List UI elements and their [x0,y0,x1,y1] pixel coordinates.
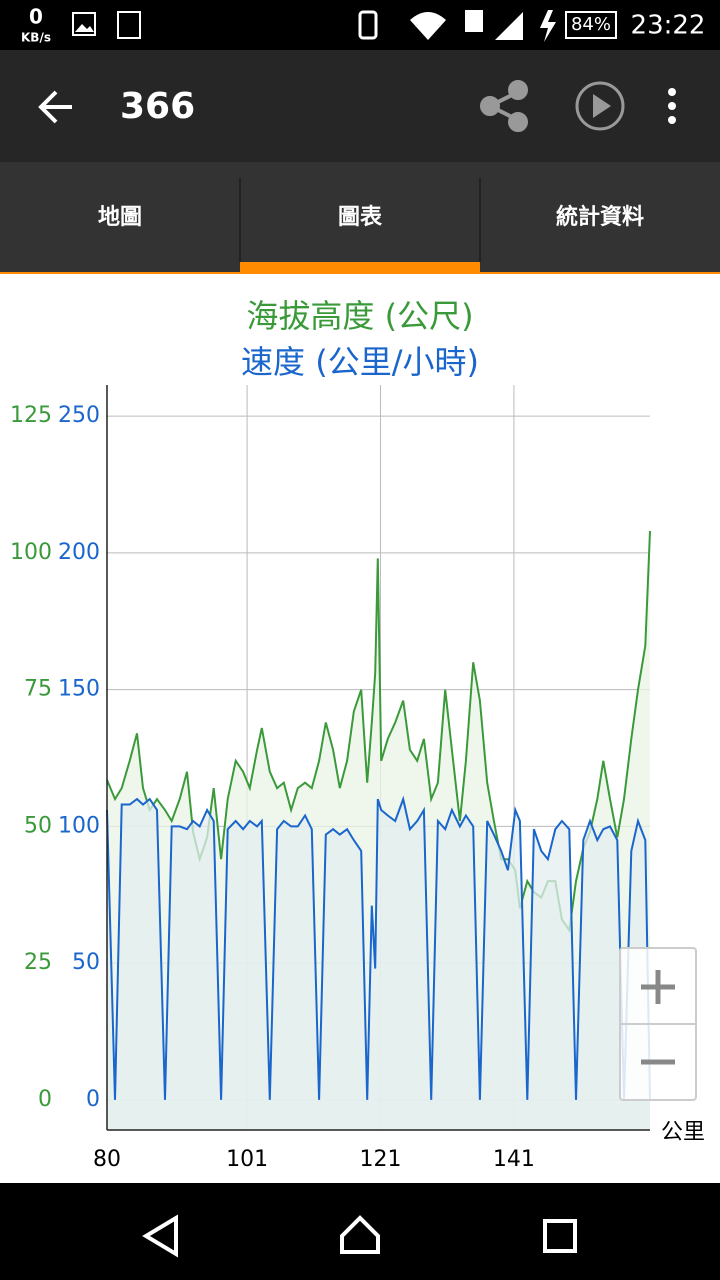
net-speed: 0 [29,5,43,29]
nav-recents[interactable] [543,1219,577,1253]
clock: 23:22 [631,11,706,41]
y2-tick-label: 0 [86,1087,100,1112]
y-tick-label: 25 [24,950,52,975]
x-tick-label: 80 [93,1147,121,1172]
tab-indicator [240,262,480,272]
series-title: 速度 (公里/小時) [241,343,479,381]
toolbar [0,50,720,162]
toolbar-title: 366 [120,86,195,127]
tab-bar [0,162,720,272]
y-tick-label: 50 [24,813,52,838]
zoom-controls [619,947,697,1101]
y-tick-label: 75 [24,677,52,702]
share-button[interactable] [480,80,528,132]
play-button[interactable] [575,81,625,131]
x-tick-label: 101 [226,1147,268,1172]
y2-tick-label: 150 [58,677,100,702]
menu-button[interactable] [668,88,676,124]
signal-icon [495,12,523,40]
battery-icon [565,11,617,39]
y-tick-label: 100 [10,540,52,565]
wifi-icon [410,12,446,40]
x-tick-label: 141 [493,1147,535,1172]
series-title: 海拔高度 (公尺) [246,297,473,335]
tab-underline [0,272,720,274]
net-unit: KB/s [21,31,51,45]
tab[interactable]: 統計資料 [556,204,644,230]
x-axis-label: 公里 [661,1120,705,1145]
nav-home[interactable] [340,1215,380,1254]
play-glyph [593,94,611,118]
back-button[interactable] [38,90,72,124]
y2-tick-label: 100 [58,813,100,838]
image-icon-glyph [75,24,94,32]
charge-icon [540,10,556,42]
y-tick-label: 0 [38,1087,52,1112]
y2-tick-label: 250 [58,403,100,428]
nav-back[interactable] [142,1214,178,1258]
note-icon [117,11,141,39]
vibrate-icon [358,10,378,40]
y2-tick-label: 50 [72,950,100,975]
tab[interactable]: 地圖 [98,205,142,230]
sim-icon [465,10,483,32]
series-line [106,795,651,1100]
area-fill [107,799,650,1130]
battery-level: 84% [571,14,611,35]
x-tick-label: 121 [360,1147,402,1172]
y-tick-label: 125 [10,403,52,428]
zoom-in-button[interactable] [641,970,675,1004]
image-icon [72,12,96,36]
y2-tick-label: 200 [58,540,100,565]
tab[interactable]: 圖表 [338,205,383,230]
navigation-bar [0,1183,720,1280]
